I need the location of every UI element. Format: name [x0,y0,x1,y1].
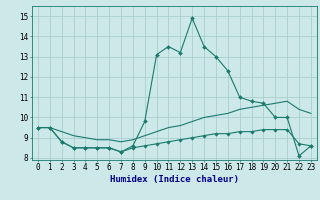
X-axis label: Humidex (Indice chaleur): Humidex (Indice chaleur) [110,175,239,184]
